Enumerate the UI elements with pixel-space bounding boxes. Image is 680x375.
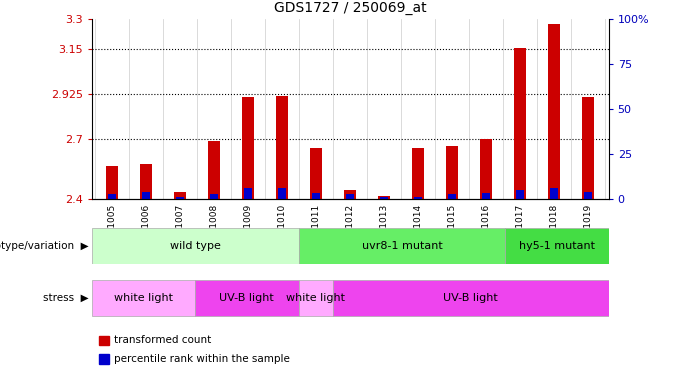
Bar bbox=[446, 146, 458, 199]
Bar bbox=[278, 188, 286, 199]
Bar bbox=[584, 192, 592, 199]
Bar bbox=[480, 139, 492, 199]
Bar bbox=[208, 141, 220, 199]
Bar bbox=[299, 228, 505, 264]
Bar bbox=[106, 166, 118, 199]
Text: UV-B light: UV-B light bbox=[220, 293, 274, 303]
Text: genotype/variation  ▶: genotype/variation ▶ bbox=[0, 241, 88, 250]
Text: hy5-1 mutant: hy5-1 mutant bbox=[519, 241, 595, 250]
Bar bbox=[550, 188, 558, 199]
Bar bbox=[92, 228, 299, 264]
Bar bbox=[582, 97, 594, 199]
Bar bbox=[333, 280, 609, 316]
Text: wild type: wild type bbox=[170, 241, 220, 250]
Text: uvr8-1 mutant: uvr8-1 mutant bbox=[362, 241, 442, 250]
Text: stress  ▶: stress ▶ bbox=[43, 293, 88, 303]
Bar bbox=[244, 188, 252, 199]
Bar bbox=[276, 96, 288, 199]
Bar bbox=[412, 148, 424, 199]
Text: transformed count: transformed count bbox=[114, 335, 211, 345]
Bar bbox=[299, 280, 333, 316]
Bar bbox=[142, 192, 150, 199]
Bar bbox=[174, 192, 186, 199]
Bar bbox=[210, 194, 218, 199]
Title: GDS1727 / 250069_at: GDS1727 / 250069_at bbox=[274, 1, 426, 15]
Bar bbox=[176, 197, 184, 199]
Bar bbox=[344, 190, 356, 199]
Bar bbox=[242, 97, 254, 199]
Text: white light: white light bbox=[114, 293, 173, 303]
Bar bbox=[346, 194, 354, 199]
Bar bbox=[548, 24, 560, 199]
Bar bbox=[448, 194, 456, 199]
Text: UV-B light: UV-B light bbox=[443, 293, 498, 303]
Bar bbox=[514, 48, 526, 199]
Bar bbox=[195, 280, 299, 316]
Bar bbox=[414, 197, 422, 199]
Bar bbox=[140, 164, 152, 199]
Bar bbox=[108, 194, 116, 199]
Bar bbox=[380, 197, 388, 199]
Bar bbox=[378, 196, 390, 199]
Bar bbox=[516, 190, 524, 199]
Bar bbox=[92, 280, 195, 316]
Bar bbox=[505, 228, 609, 264]
Bar bbox=[312, 193, 320, 199]
Bar bbox=[310, 148, 322, 199]
Text: percentile rank within the sample: percentile rank within the sample bbox=[114, 354, 290, 364]
Text: white light: white light bbox=[286, 293, 345, 303]
Bar bbox=[482, 193, 490, 199]
